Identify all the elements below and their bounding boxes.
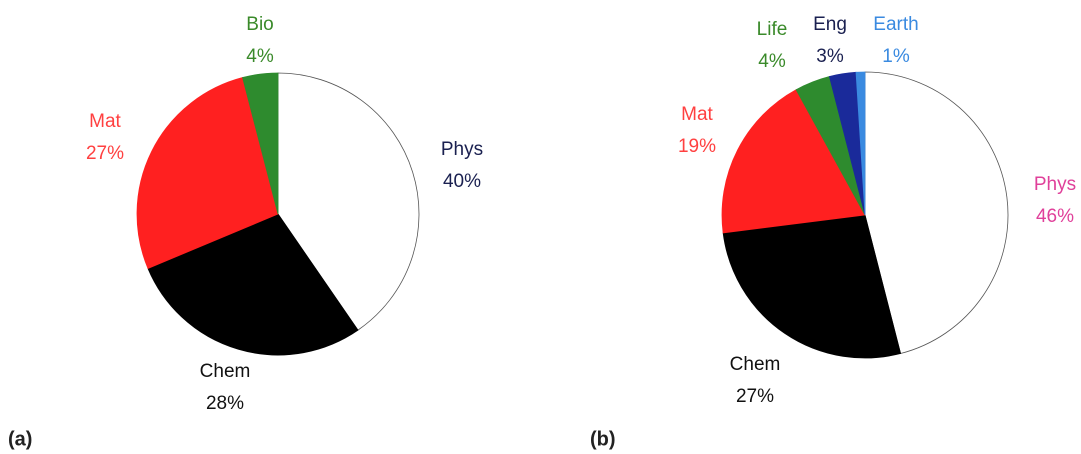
- slice-label: Phys: [1034, 174, 1076, 195]
- slice-value-label: 3%: [816, 46, 844, 67]
- slice-label: Earth: [873, 14, 918, 35]
- slice-value-label: 1%: [882, 46, 910, 67]
- slice-value-label: 46%: [1036, 206, 1074, 227]
- pie-slice: [242, 72, 279, 215]
- slice-label: Chem: [200, 361, 251, 382]
- slice-value-label: 28%: [206, 393, 244, 414]
- panel-label: (a): [8, 428, 32, 450]
- slice-label: Bio: [246, 14, 273, 35]
- slice-value-label: 27%: [86, 143, 124, 164]
- slice-value-label: 19%: [678, 136, 716, 157]
- slice-value-label: 4%: [758, 51, 786, 72]
- slice-label: Eng: [813, 14, 847, 35]
- panel-label: (b): [590, 428, 616, 450]
- pie-slice: [855, 71, 866, 216]
- slice-value-label: 27%: [736, 386, 774, 407]
- pie-slice: [722, 214, 902, 359]
- pie-slice: [136, 77, 279, 269]
- pie-slice: [721, 89, 866, 234]
- slice-label: Chem: [730, 354, 781, 375]
- slice-label: Life: [757, 19, 788, 40]
- pie-slice: [864, 71, 1009, 354]
- slice-label: Mat: [681, 104, 713, 125]
- pie-slice: [147, 213, 359, 356]
- pie-slice: [277, 72, 420, 331]
- slice-value-label: 4%: [246, 46, 274, 67]
- slice-label: Mat: [89, 111, 121, 132]
- slice-value-label: 40%: [443, 171, 481, 192]
- slice-label: Phys: [441, 139, 483, 160]
